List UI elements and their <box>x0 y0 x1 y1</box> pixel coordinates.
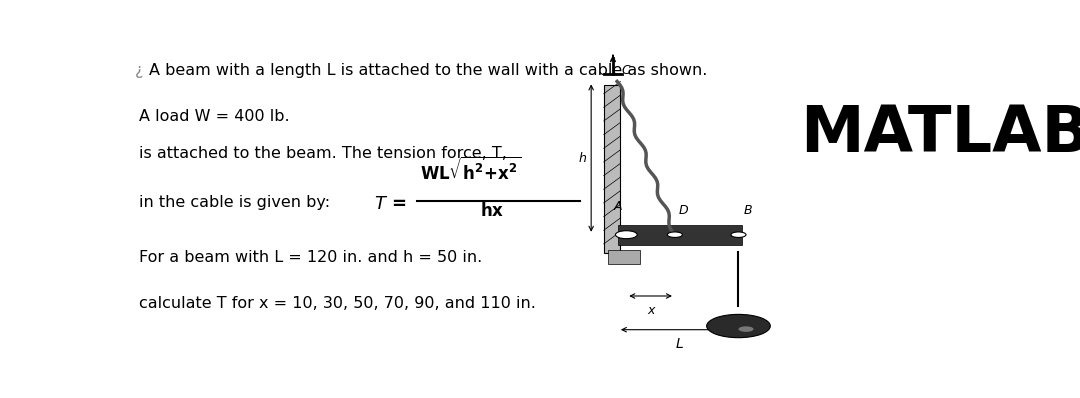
Text: D: D <box>678 204 688 217</box>
Circle shape <box>739 326 754 332</box>
Text: is attached to the beam. The tension force, T,: is attached to the beam. The tension for… <box>139 146 508 161</box>
Text: A: A <box>613 200 622 213</box>
Text: $\mathbf{WL\sqrt{h^2\!+\!x^2}}$: $\mathbf{WL\sqrt{h^2\!+\!x^2}}$ <box>420 157 522 184</box>
Circle shape <box>667 232 683 238</box>
Text: L: L <box>676 338 684 351</box>
Text: For a beam with L = 120 in. and h = 50 in.: For a beam with L = 120 in. and h = 50 i… <box>139 250 483 265</box>
Bar <box>618 225 742 245</box>
Text: in the cable is given by:: in the cable is given by: <box>139 195 336 210</box>
Circle shape <box>731 232 746 238</box>
Text: h: h <box>578 152 586 165</box>
Circle shape <box>706 314 770 338</box>
Text: A load W = 400 lb.: A load W = 400 lb. <box>139 109 289 124</box>
Text: $\mathbf{hx}$: $\mathbf{hx}$ <box>480 202 504 220</box>
Circle shape <box>616 231 637 239</box>
Text: x: x <box>647 304 654 317</box>
Bar <box>608 250 639 264</box>
Text: ¿: ¿ <box>135 63 144 78</box>
Text: A beam with a length L is attached to the wall with a cable as shown.: A beam with a length L is attached to th… <box>149 63 707 78</box>
Bar <box>604 84 620 253</box>
Text: C: C <box>621 64 630 77</box>
Text: calculate T for x = 10, 30, 50, 70, 90, and 110 in.: calculate T for x = 10, 30, 50, 70, 90, … <box>139 296 536 311</box>
Text: MATLAB: MATLAB <box>800 103 1080 165</box>
Text: $\mathbf{\mathit{T}}$ =: $\mathbf{\mathit{T}}$ = <box>374 195 406 213</box>
Text: B: B <box>743 204 752 217</box>
Text: W: W <box>748 320 761 332</box>
